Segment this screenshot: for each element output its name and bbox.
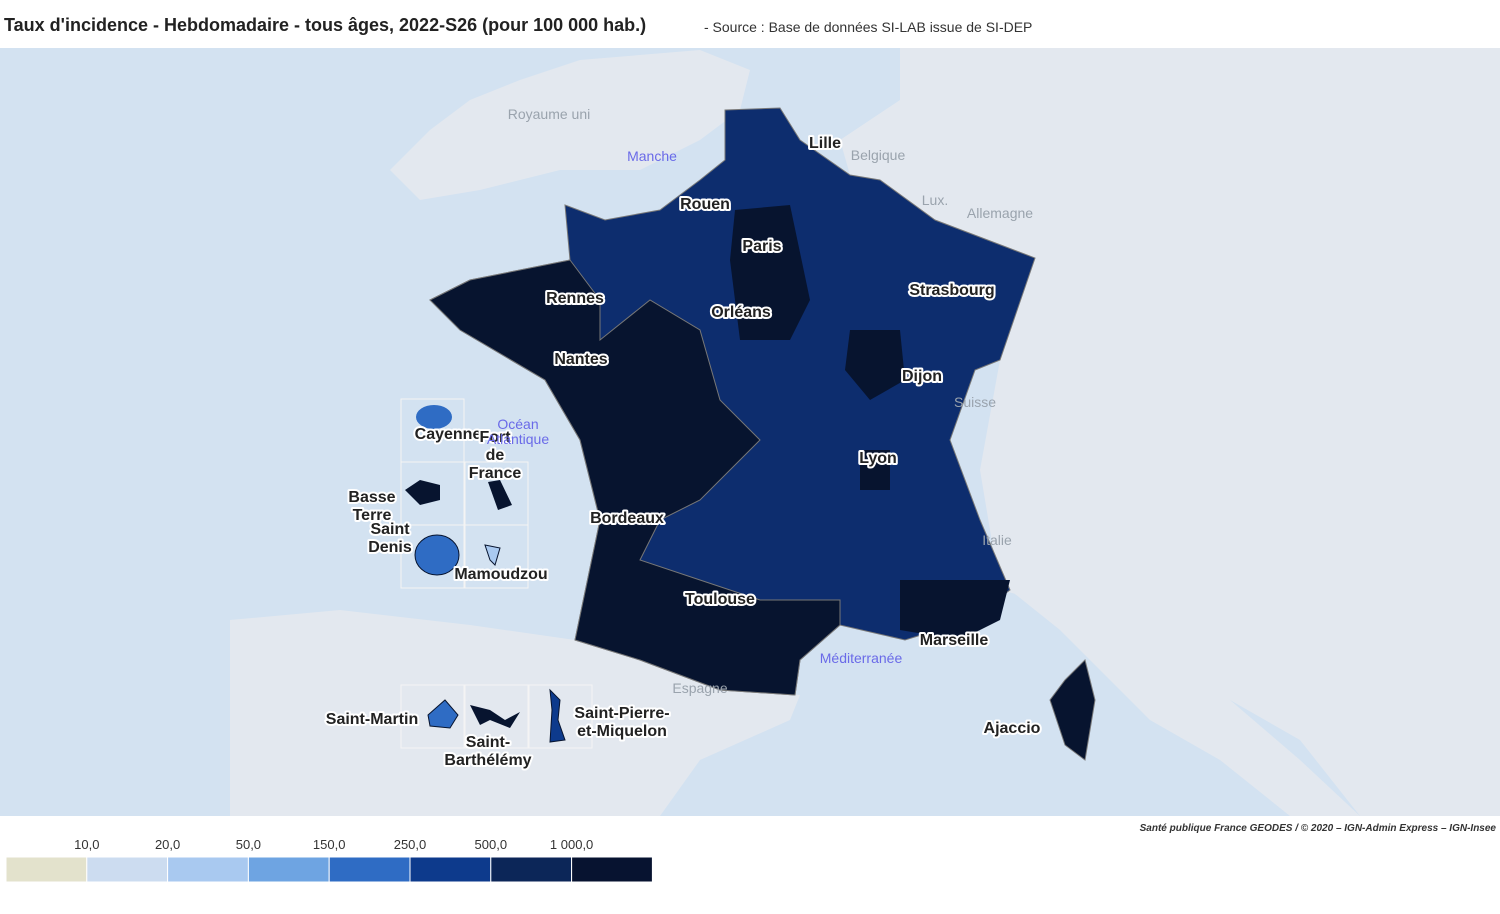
- country-label: Italie: [982, 532, 1012, 548]
- city-label: Barthélémy: [444, 752, 531, 769]
- legend-tick: 10,0: [74, 837, 99, 852]
- city-label: Paris: [742, 238, 781, 255]
- city-label: Saint-Pierre-: [574, 705, 669, 722]
- country-label: Lux.: [922, 192, 948, 208]
- sea-label: Méditerranée: [820, 650, 903, 666]
- attribution: Santé publique France GEODES / © 2020 – …: [1140, 823, 1497, 834]
- legend-tick: 50,0: [236, 837, 261, 852]
- city-label: Rouen: [680, 196, 730, 213]
- city-label: Denis: [368, 539, 412, 556]
- city-label: France: [469, 465, 522, 482]
- source: - Source : Base de données SI-LAB issue …: [704, 19, 1032, 35]
- country-label: Allemagne: [967, 205, 1033, 221]
- city-label: Basse: [348, 489, 395, 506]
- legend-tick: 250,0: [394, 837, 427, 852]
- city-label: Toulouse: [685, 591, 755, 608]
- country-label: Royaume uni: [508, 106, 591, 122]
- country-label: Belgique: [851, 147, 906, 163]
- legend-swatch: [409, 856, 492, 883]
- city-label: de: [486, 447, 505, 464]
- city-label: Fort: [479, 429, 511, 446]
- legend-swatch: [247, 856, 330, 883]
- title: Taux d'incidence - Hebdomadaire - tous â…: [4, 15, 646, 35]
- legend-swatch: [571, 856, 653, 883]
- city-label: Marseille: [920, 632, 989, 649]
- city-label: Rennes: [546, 290, 604, 307]
- legend-tick: 20,0: [155, 837, 180, 852]
- country-label: Suisse: [954, 394, 996, 410]
- legend-tick: 150,0: [313, 837, 346, 852]
- city-label: Saint: [370, 521, 410, 538]
- country-label: Espagne: [672, 680, 727, 696]
- city-label: Ajaccio: [984, 720, 1041, 737]
- legend-swatch: [86, 856, 169, 883]
- city-label: Strasbourg: [909, 282, 994, 299]
- city-label: Dijon: [902, 368, 942, 385]
- legend-swatch: [490, 856, 573, 883]
- legend: 10,0 20,0 50,0 150,0 250,0 500,0 1 000,0: [5, 837, 653, 883]
- city-label: Saint-Martin: [326, 711, 418, 728]
- sea-label: Océan: [497, 416, 538, 432]
- city-label: Bordeaux: [590, 510, 664, 527]
- legend-swatch: [5, 856, 88, 883]
- city-label: Nantes: [554, 351, 607, 368]
- legend-swatch: [167, 856, 249, 883]
- city-label: Cayenne: [415, 426, 482, 443]
- basemap: [0, 48, 1500, 816]
- city-label: Saint-: [466, 734, 510, 751]
- legend-tick: 1 000,0: [550, 837, 593, 852]
- sea-label: Atlantique: [487, 431, 549, 447]
- city-label: Terre: [353, 507, 392, 524]
- city-label: Orléans: [711, 304, 771, 321]
- legend-swatch: [328, 856, 411, 883]
- sea-label: Manche: [627, 148, 677, 164]
- city-label: Lille: [809, 135, 841, 152]
- city-label: Mamoudzou: [454, 566, 547, 583]
- city-label: et-Miquelon: [577, 723, 667, 740]
- city-label: Lyon: [859, 450, 897, 467]
- legend-tick: 500,0: [475, 837, 508, 852]
